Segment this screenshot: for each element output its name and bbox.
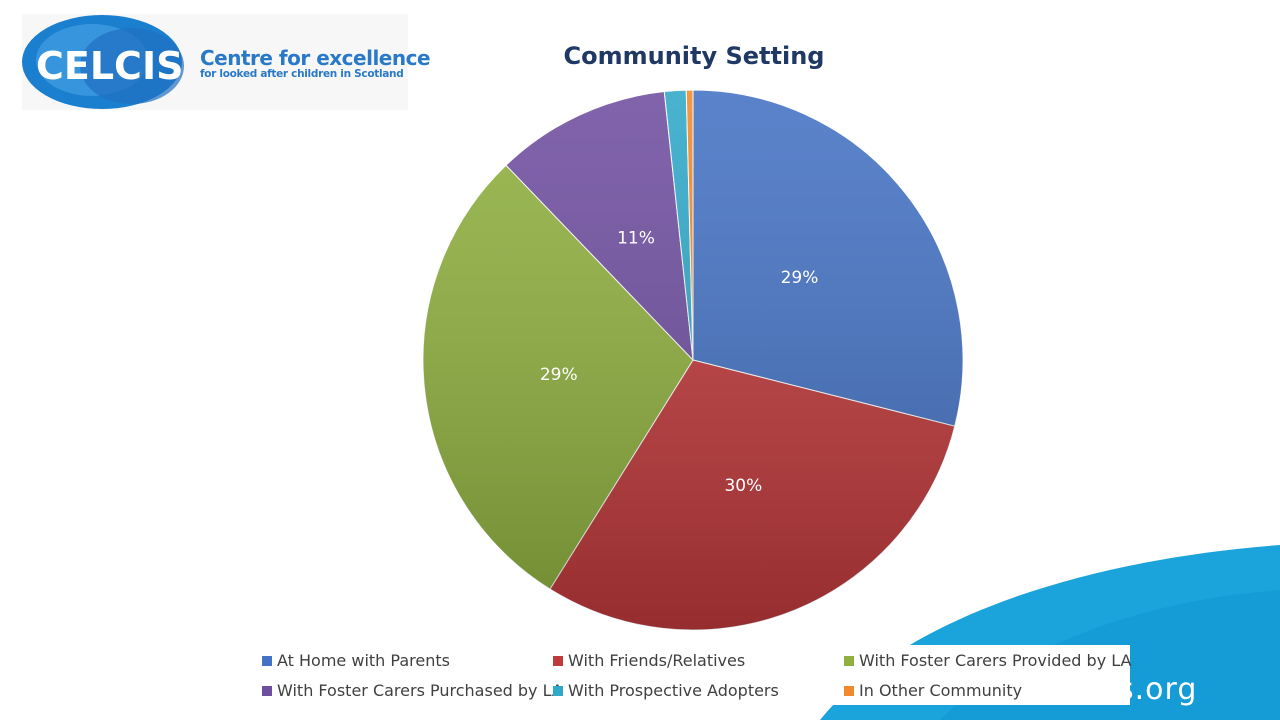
logo-subtitle: for looked after children in Scotland — [200, 68, 404, 80]
legend-label: In Other Community — [859, 681, 1023, 700]
legend-swatch — [262, 685, 272, 696]
logo-wordmark: CELCIS — [36, 44, 184, 88]
slice-label-3: 11% — [617, 229, 655, 249]
chart-legend: At Home with Parents With Friends/Relativ… — [256, 645, 1131, 705]
footer-url-text: s.org — [1118, 672, 1198, 707]
legend-swatch — [553, 655, 563, 666]
legend-label: With Foster Carers Purchased by LA — [277, 681, 563, 700]
legend-swatch — [844, 655, 854, 666]
slice-label-0: 29% — [781, 268, 819, 288]
legend-item-3: With Foster Carers Purchased by LA — [262, 681, 563, 700]
legend-swatch — [553, 685, 563, 696]
logo-ellipses — [22, 15, 184, 109]
slice-label-2: 29% — [540, 365, 578, 385]
legend-label: With Friends/Relatives — [568, 651, 746, 670]
celcis-logo: CELCIS Centre for excellence for looked … — [22, 14, 431, 110]
logo-title: Centre for excellence — [200, 46, 431, 70]
legend-item-0: At Home with Parents — [262, 651, 450, 670]
legend-item-4: With Prospective Adopters — [553, 681, 779, 700]
legend-label: With Prospective Adopters — [568, 681, 779, 700]
slice-label-1: 30% — [724, 476, 762, 496]
chart-title: Community Setting — [563, 42, 825, 70]
legend-label: With Foster Carers Provided by LA — [859, 651, 1132, 670]
legend-label: At Home with Parents — [277, 651, 450, 670]
legend-item-2: With Foster Carers Provided by LA — [844, 651, 1131, 670]
legend-swatch — [262, 655, 272, 666]
legend-item-1: With Friends/Relatives — [553, 651, 745, 670]
legend-swatch — [844, 685, 854, 696]
legend-item-5: In Other Community — [844, 681, 1022, 700]
